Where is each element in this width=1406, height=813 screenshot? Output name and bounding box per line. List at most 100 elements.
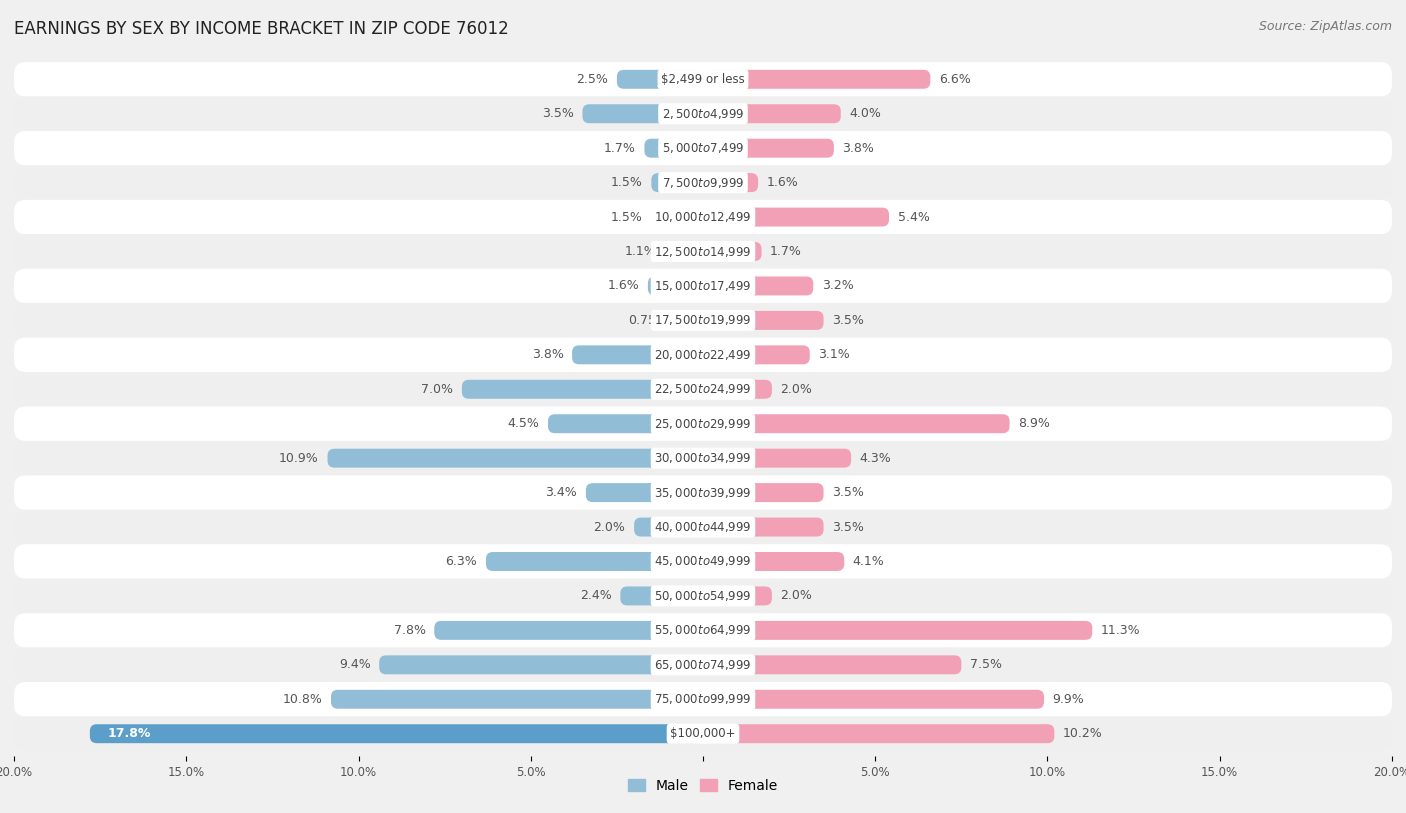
Text: $17,500 to $19,999: $17,500 to $19,999 [654, 313, 752, 328]
FancyBboxPatch shape [703, 518, 824, 537]
Text: 3.5%: 3.5% [832, 486, 865, 499]
FancyBboxPatch shape [572, 346, 703, 364]
Text: 0.75%: 0.75% [628, 314, 669, 327]
Text: 1.6%: 1.6% [607, 280, 640, 293]
FancyBboxPatch shape [703, 586, 772, 606]
Text: 1.7%: 1.7% [605, 141, 636, 154]
FancyBboxPatch shape [380, 655, 703, 674]
Text: 10.8%: 10.8% [283, 693, 322, 706]
Text: Source: ZipAtlas.com: Source: ZipAtlas.com [1258, 20, 1392, 33]
FancyBboxPatch shape [703, 552, 844, 571]
FancyBboxPatch shape [703, 276, 813, 295]
FancyBboxPatch shape [14, 682, 1392, 716]
Text: $35,000 to $39,999: $35,000 to $39,999 [654, 485, 752, 500]
FancyBboxPatch shape [678, 311, 703, 330]
FancyBboxPatch shape [703, 173, 758, 192]
Text: 6.6%: 6.6% [939, 73, 970, 86]
Text: $12,500 to $14,999: $12,500 to $14,999 [654, 245, 752, 259]
FancyBboxPatch shape [90, 724, 703, 743]
FancyBboxPatch shape [703, 449, 851, 467]
FancyBboxPatch shape [582, 104, 703, 124]
FancyBboxPatch shape [14, 131, 1392, 165]
Text: 4.3%: 4.3% [859, 452, 891, 465]
FancyBboxPatch shape [703, 207, 889, 227]
FancyBboxPatch shape [486, 552, 703, 571]
FancyBboxPatch shape [14, 62, 1392, 97]
Text: 2.0%: 2.0% [780, 383, 813, 396]
Text: $40,000 to $44,999: $40,000 to $44,999 [654, 520, 752, 534]
Text: 10.9%: 10.9% [280, 452, 319, 465]
FancyBboxPatch shape [328, 449, 703, 467]
Text: 3.5%: 3.5% [832, 314, 865, 327]
Text: $50,000 to $54,999: $50,000 to $54,999 [654, 589, 752, 603]
FancyBboxPatch shape [434, 621, 703, 640]
Text: 10.2%: 10.2% [1063, 727, 1102, 740]
Text: 9.4%: 9.4% [339, 659, 371, 672]
FancyBboxPatch shape [703, 311, 824, 330]
Text: $65,000 to $74,999: $65,000 to $74,999 [654, 658, 752, 672]
FancyBboxPatch shape [14, 441, 1392, 476]
Text: 3.5%: 3.5% [832, 520, 865, 533]
Text: $100,000+: $100,000+ [671, 727, 735, 740]
FancyBboxPatch shape [461, 380, 703, 398]
FancyBboxPatch shape [703, 346, 810, 364]
Text: 3.5%: 3.5% [541, 107, 574, 120]
Text: 4.0%: 4.0% [849, 107, 882, 120]
Text: 2.0%: 2.0% [593, 520, 626, 533]
FancyBboxPatch shape [703, 139, 834, 158]
Text: 2.5%: 2.5% [576, 73, 609, 86]
FancyBboxPatch shape [634, 518, 703, 537]
Text: 3.2%: 3.2% [823, 280, 853, 293]
Text: 3.4%: 3.4% [546, 486, 578, 499]
Text: $2,499 or less: $2,499 or less [661, 73, 745, 86]
Text: EARNINGS BY SEX BY INCOME BRACKET IN ZIP CODE 76012: EARNINGS BY SEX BY INCOME BRACKET IN ZIP… [14, 20, 509, 38]
FancyBboxPatch shape [14, 234, 1392, 269]
Text: 7.0%: 7.0% [422, 383, 453, 396]
FancyBboxPatch shape [617, 70, 703, 89]
Text: 5.4%: 5.4% [897, 211, 929, 224]
FancyBboxPatch shape [703, 242, 762, 261]
Text: 2.4%: 2.4% [579, 589, 612, 602]
Text: $15,000 to $17,499: $15,000 to $17,499 [654, 279, 752, 293]
FancyBboxPatch shape [651, 173, 703, 192]
FancyBboxPatch shape [703, 724, 1054, 743]
FancyBboxPatch shape [651, 207, 703, 227]
Text: $7,500 to $9,999: $7,500 to $9,999 [662, 176, 744, 189]
FancyBboxPatch shape [14, 579, 1392, 613]
FancyBboxPatch shape [14, 97, 1392, 131]
Text: 6.3%: 6.3% [446, 555, 478, 568]
Text: 3.8%: 3.8% [531, 348, 564, 361]
FancyBboxPatch shape [644, 139, 703, 158]
Text: 2.0%: 2.0% [780, 589, 813, 602]
FancyBboxPatch shape [703, 689, 1045, 709]
FancyBboxPatch shape [703, 483, 824, 502]
FancyBboxPatch shape [14, 406, 1392, 441]
FancyBboxPatch shape [14, 476, 1392, 510]
Text: 4.5%: 4.5% [508, 417, 540, 430]
FancyBboxPatch shape [330, 689, 703, 709]
FancyBboxPatch shape [648, 276, 703, 295]
FancyBboxPatch shape [703, 70, 931, 89]
Text: 11.3%: 11.3% [1101, 624, 1140, 637]
Text: $30,000 to $34,999: $30,000 to $34,999 [654, 451, 752, 465]
FancyBboxPatch shape [703, 415, 1010, 433]
FancyBboxPatch shape [14, 200, 1392, 234]
Text: 3.1%: 3.1% [818, 348, 851, 361]
FancyBboxPatch shape [586, 483, 703, 502]
FancyBboxPatch shape [703, 380, 772, 398]
Text: 1.7%: 1.7% [770, 245, 801, 258]
Text: $55,000 to $64,999: $55,000 to $64,999 [654, 624, 752, 637]
FancyBboxPatch shape [620, 586, 703, 606]
FancyBboxPatch shape [14, 544, 1392, 579]
Text: $22,500 to $24,999: $22,500 to $24,999 [654, 382, 752, 396]
Text: $25,000 to $29,999: $25,000 to $29,999 [654, 417, 752, 431]
FancyBboxPatch shape [703, 104, 841, 124]
Text: $75,000 to $99,999: $75,000 to $99,999 [654, 692, 752, 706]
FancyBboxPatch shape [14, 303, 1392, 337]
Text: 7.8%: 7.8% [394, 624, 426, 637]
Text: $20,000 to $22,499: $20,000 to $22,499 [654, 348, 752, 362]
FancyBboxPatch shape [14, 648, 1392, 682]
FancyBboxPatch shape [14, 337, 1392, 372]
Text: 7.5%: 7.5% [970, 659, 1002, 672]
Text: 1.6%: 1.6% [766, 176, 799, 189]
